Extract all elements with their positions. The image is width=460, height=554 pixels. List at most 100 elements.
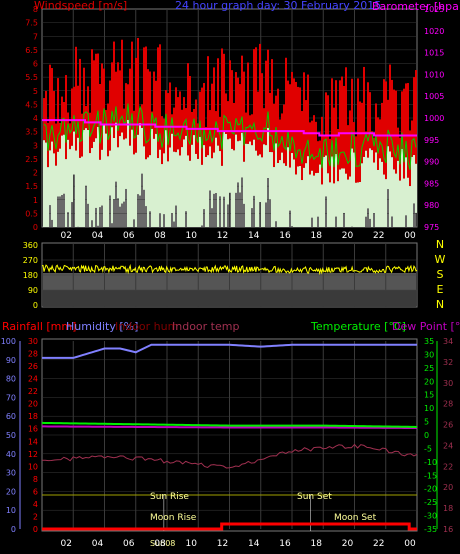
bottom-hour-label: 00 (404, 539, 416, 549)
wind-gust-bar (307, 74, 309, 157)
temperature-tick-label: 25 (424, 364, 434, 373)
humidity-tick-label: 30 (6, 469, 16, 478)
wind-avg-bar (345, 173, 347, 227)
wind-avg-bar (213, 152, 215, 194)
wind-avg-bar (161, 164, 163, 227)
rain-tick-label: 24 (28, 375, 38, 384)
wind-gust-bar (273, 103, 275, 168)
wind-avg-bar (407, 177, 409, 227)
wind-avg-bar (115, 122, 117, 182)
top-hour-label: 00 (404, 231, 416, 241)
rain-tick-label: 30 (28, 337, 38, 346)
wind-gust-bar (77, 85, 79, 138)
wind-gust-bar (227, 101, 229, 140)
barometer-tick-label: 1010 (424, 70, 444, 79)
wind-gust-bar (395, 90, 397, 174)
wind-avg-bar (163, 153, 165, 215)
top-hour-label: 04 (92, 231, 104, 241)
wind-gust-bar (313, 115, 315, 176)
wind-gust-bar (113, 41, 115, 138)
wind-gust-bar (95, 53, 97, 139)
rain-tick-label: 10 (28, 462, 38, 471)
wind-avg-bar (265, 145, 267, 203)
wind-avg-bar (111, 127, 113, 224)
wind-gust-bar (83, 67, 85, 130)
wind-gust-bar (367, 82, 369, 158)
wind-gust-bar (287, 80, 289, 148)
wind-gust-bar (225, 93, 227, 134)
top-lines (42, 103, 417, 170)
wind-gust-bar (159, 44, 161, 150)
wind-avg-bar (263, 144, 265, 227)
wind-avg-bar (367, 157, 369, 209)
wind-gust-bar (343, 85, 345, 169)
direction-tick-label: 0 (33, 301, 38, 310)
wind-gust-bar (407, 83, 409, 178)
temperature-line (41, 421, 418, 428)
humidity-tick-label: 10 (6, 506, 16, 515)
wind-avg-bar (349, 176, 351, 227)
wind-gust-bar (383, 79, 385, 175)
wind-avg-bar (277, 163, 279, 227)
rain-tick-label: 28 (28, 350, 38, 359)
wind-avg-bar (47, 167, 49, 227)
wind-gust-bar (261, 73, 263, 158)
rain-tick-label: 14 (28, 437, 38, 446)
wind-avg-bar (185, 135, 187, 212)
direction-tick-label: 270 (23, 256, 38, 265)
wind-avg-bar (135, 152, 137, 227)
wind-gust-bar (349, 110, 351, 177)
wind-gust-bar (369, 92, 371, 149)
wind-avg-bar (113, 137, 115, 200)
wind-gust-bar (377, 117, 379, 170)
wind-avg-bar (203, 145, 205, 210)
wind-avg-bar (83, 129, 85, 227)
wind-avg-bar (405, 157, 407, 216)
wind-direction-line (41, 263, 418, 276)
wind-avg-bar (45, 142, 47, 227)
barometer-tick-label: 980 (424, 201, 439, 210)
wind-avg-bar (109, 150, 111, 196)
wind-gust-bar (393, 89, 395, 170)
wind-avg-bar (237, 141, 239, 183)
top-hour-label: 12 (217, 231, 228, 241)
wind-gust-bar (173, 107, 175, 152)
wind-avg-bar (291, 153, 293, 227)
wind-gust-bar (201, 87, 203, 165)
legend-indoor-temp: Indoor temp (172, 320, 239, 333)
indoor-temp-tick-label: 32 (443, 358, 453, 367)
wind-gust-bar (379, 119, 381, 159)
wind-avg-bar (79, 157, 81, 227)
wind-gust-bar (305, 100, 307, 164)
wind-avg-bar (167, 161, 169, 227)
wind-avg-bar (377, 169, 379, 227)
wind-gust-bar (223, 53, 225, 132)
wind-avg-bar (97, 126, 99, 226)
sun-rise-label: Sun Rise (150, 492, 189, 502)
wind-gust-bar (131, 41, 133, 130)
wind-gust-bar (271, 59, 273, 153)
wind-gust-bar (291, 71, 293, 154)
wind-avg-bar (287, 147, 289, 227)
wind-gust-bar (267, 49, 269, 128)
compass-letter: E (437, 283, 444, 296)
wind-avg-bar (279, 160, 281, 227)
wind-avg-bar (145, 159, 147, 207)
rain-tick-label: 26 (28, 362, 38, 371)
wind-gust-bar (373, 137, 375, 163)
wind-avg-bar (155, 133, 157, 227)
wind-avg-bar (269, 152, 271, 200)
wind-gust-bar (57, 78, 59, 152)
wind-avg-bar (157, 158, 159, 227)
wind-gust-bar (183, 97, 185, 140)
wind-avg-bar (363, 156, 365, 227)
wind-gust-bar (147, 69, 149, 158)
wind-gust-bar (157, 47, 159, 159)
barometer-tick-label: 1020 (424, 27, 444, 36)
wind-avg-bar (361, 163, 363, 227)
wind-avg-bar (101, 149, 103, 206)
wind-gust-bar (143, 47, 145, 147)
wind-tick-label: 0.5 (25, 209, 38, 218)
temperature-tick-label: 20 (424, 377, 434, 386)
